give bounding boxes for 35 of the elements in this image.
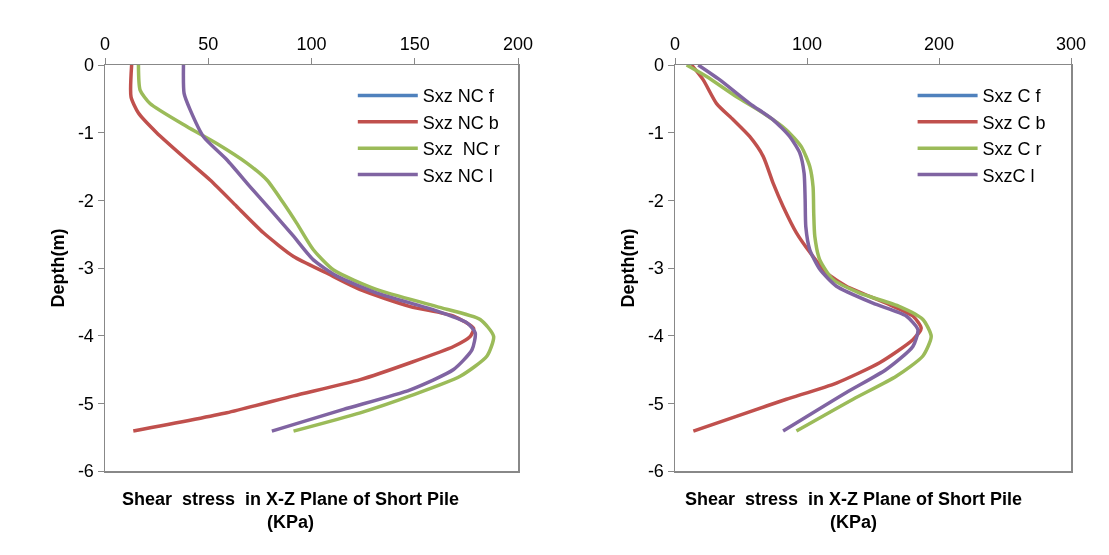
y-tick-label: -6 bbox=[647, 461, 664, 482]
y-tick-label: -2 bbox=[647, 190, 664, 211]
legend-label: Sxz C r bbox=[982, 139, 1042, 160]
legend-label: Sxz NC f bbox=[422, 86, 495, 107]
x-axis-title: Shear stress in X-Z Plane of Short Pile (KPa) bbox=[122, 489, 460, 533]
x-tick-label: 150 bbox=[399, 34, 430, 55]
x-tick-label: 100 bbox=[791, 34, 823, 55]
y-tick-label: -1 bbox=[647, 122, 664, 143]
x-tick-label: 300 bbox=[1055, 34, 1087, 55]
y-tick-label: -2 bbox=[77, 190, 94, 211]
x-tick-label: 50 bbox=[198, 34, 219, 55]
x-tick-label: 0 bbox=[99, 34, 111, 55]
legend-label: Sxz NC l bbox=[422, 165, 493, 186]
legend-label: Sxz NC r bbox=[422, 139, 500, 160]
legend-label: SxzC l bbox=[982, 165, 1035, 186]
y-tick-label: -5 bbox=[647, 393, 664, 414]
y-tick-label: -5 bbox=[77, 393, 94, 414]
x-axis-title: Shear stress in X-Z Plane of Short Pile (KPa) bbox=[685, 489, 1023, 533]
legend-label: Sxz NC b bbox=[422, 112, 499, 133]
y-tick-label: -3 bbox=[77, 258, 94, 279]
y-tick-label: -3 bbox=[647, 258, 664, 279]
x-tick-label: 200 bbox=[502, 34, 534, 55]
y-tick-label: 0 bbox=[653, 55, 664, 76]
x-tick-label: 100 bbox=[296, 34, 327, 55]
legend-label: Sxz C b bbox=[982, 112, 1046, 133]
y-tick-label: -4 bbox=[77, 325, 94, 346]
y-tick-label: -4 bbox=[647, 325, 664, 346]
y-tick-label: 0 bbox=[83, 55, 94, 76]
x-tick-label: 0 bbox=[669, 34, 681, 55]
y-axis-title: Depth(m) bbox=[618, 228, 639, 308]
x-tick-label: 200 bbox=[923, 34, 955, 55]
y-tick-label: -1 bbox=[77, 122, 94, 143]
legend-label: Sxz C f bbox=[982, 86, 1042, 107]
y-axis-title: Depth(m) bbox=[48, 228, 69, 308]
y-tick-label: -6 bbox=[77, 461, 94, 482]
